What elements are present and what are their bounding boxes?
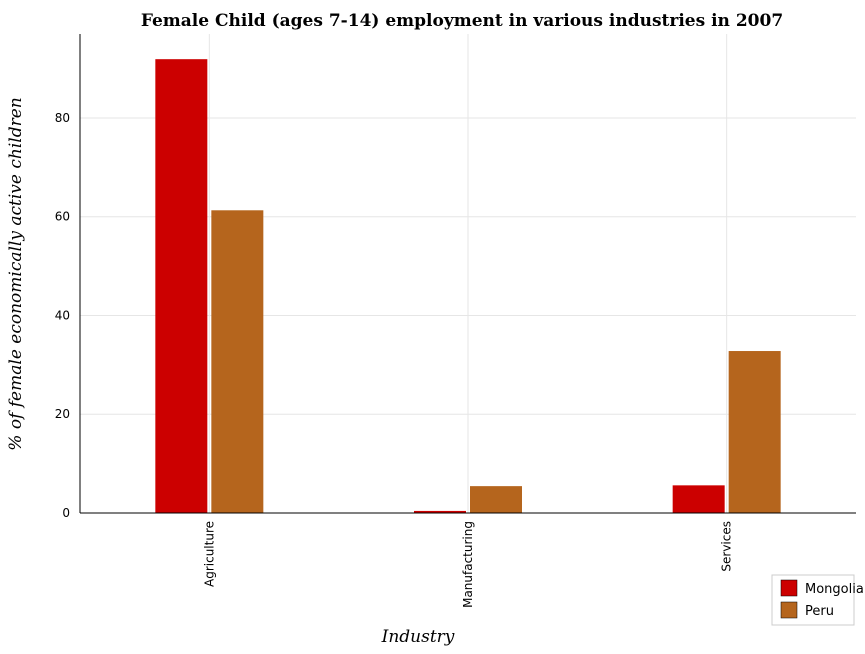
bar-mongolia-services (672, 485, 725, 513)
chart-title: Female Child (ages 7-14) employment in v… (141, 11, 783, 31)
y-tick-label: 20 (55, 407, 70, 421)
bar-peru-agriculture (211, 210, 264, 513)
bar-mongolia-manufacturing (414, 510, 466, 513)
bars (155, 59, 781, 513)
x-axis-label: Industry (381, 627, 455, 647)
grid-lines (80, 34, 856, 514)
legend: Mongolia Peru (771, 574, 864, 626)
axes (79, 34, 856, 514)
y-tick-label: 60 (55, 210, 70, 224)
y-axis-label: % of female economically active children (6, 97, 26, 450)
legend-swatch-peru (780, 601, 798, 619)
y-tick-label: 80 (55, 111, 70, 125)
x-tick-label: Agriculture (202, 521, 216, 587)
bar-peru-services (728, 351, 781, 513)
legend-label-mongolia: Mongolia (805, 582, 864, 597)
tick-labels: 0 20 40 60 80 Agriculture Manufacturing Service… (55, 111, 734, 608)
y-tick-label: 0 (62, 506, 70, 520)
y-tick-label: 40 (55, 308, 70, 322)
bar-peru-manufacturing (470, 486, 522, 513)
legend-swatch-mongolia (780, 579, 798, 597)
x-tick-label: Services (720, 521, 734, 572)
x-tick-label: Manufacturing (461, 521, 475, 608)
legend-label-peru: Peru (805, 604, 834, 619)
bar-mongolia-agriculture (155, 59, 208, 513)
